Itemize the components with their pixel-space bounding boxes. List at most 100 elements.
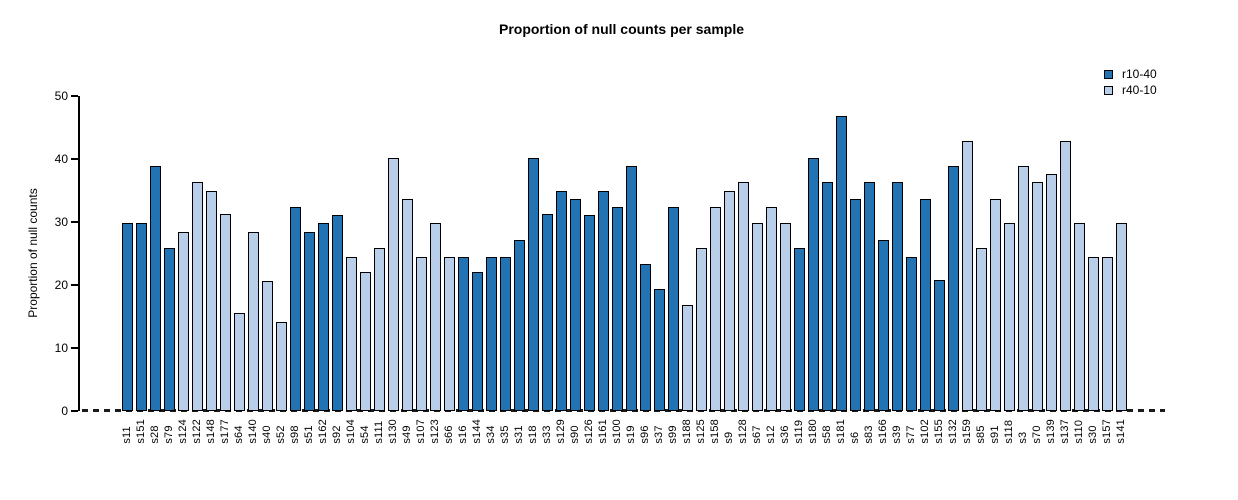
x-label-slot: s66: [442, 419, 456, 443]
bar-slot: [218, 96, 232, 411]
x-tick-label: s16: [456, 425, 469, 444]
bar-slot: [1016, 96, 1030, 411]
legend-row: r40-10: [1104, 82, 1157, 98]
bar: [863, 182, 875, 411]
x-tick-label: s36: [778, 425, 791, 444]
bar: [723, 190, 735, 411]
bar: [177, 232, 189, 411]
x-tick-label: s37: [652, 425, 665, 444]
x-label-slot: s3: [1016, 419, 1030, 444]
bar: [737, 182, 749, 411]
x-tick-label: s188: [680, 419, 693, 444]
bar-slot: [456, 96, 470, 411]
y-tick: [71, 158, 78, 160]
x-label-slot: s166: [876, 419, 890, 444]
bar: [233, 312, 245, 411]
bar-slot: [1114, 96, 1128, 411]
x-tick-label: s67: [750, 425, 763, 444]
x-label-slot: s70: [1030, 419, 1044, 443]
x-label-slot: s180: [806, 419, 820, 444]
x-tick-label: s126: [582, 419, 595, 444]
bar-slot: [498, 96, 512, 411]
bar-slot: [680, 96, 694, 411]
x-label-slot: s16: [456, 419, 470, 444]
bar-slot: [974, 96, 988, 411]
x-label-slot: s188: [680, 419, 694, 444]
x-label-slot: s85: [974, 419, 988, 443]
bar-slot: [624, 96, 638, 411]
bar: [289, 206, 301, 411]
x-tick-label: s180: [806, 419, 819, 444]
y-tick-label: 30: [54, 215, 68, 229]
x-tick-label: s181: [834, 419, 847, 444]
x-tick-label: s18: [526, 425, 539, 444]
x-label-slot: s9: [722, 419, 736, 444]
bar: [1073, 223, 1085, 411]
bar-slot: [1100, 96, 1114, 411]
x-label-slot: s144: [470, 419, 484, 444]
bar-slot: [946, 96, 960, 411]
x-tick-label: s96: [638, 425, 651, 444]
x-label-slot: s12: [764, 419, 778, 443]
bar-slot: [1044, 96, 1058, 411]
bar-slot: [554, 96, 568, 411]
x-label-slot: s28: [148, 419, 162, 443]
x-label-slot: s161: [596, 419, 610, 444]
y-tick: [71, 221, 78, 223]
bar: [345, 256, 357, 411]
bar-slot: [512, 96, 526, 411]
x-label-slot: s37: [652, 419, 666, 444]
bar-slot: [1086, 96, 1100, 411]
bar-slot: [302, 96, 316, 411]
x-label-slot: s98: [288, 419, 302, 443]
x-label-slot: s11: [120, 419, 134, 444]
y-tick-label: 40: [54, 152, 68, 166]
bar-slot: [1030, 96, 1044, 411]
bar-slot: [582, 96, 596, 411]
x-tick-label: s91: [988, 425, 1001, 444]
x-tick-label: s151: [134, 419, 147, 444]
bar-slot: [666, 96, 680, 411]
x-tick-label: s64: [232, 425, 245, 444]
bar-slot: [764, 96, 778, 411]
bar: [135, 223, 147, 411]
x-label-slot: s90: [568, 419, 582, 443]
bar: [317, 223, 329, 411]
x-label-slot: s125: [694, 419, 708, 444]
bar: [611, 206, 623, 411]
x-label-slot: s67: [750, 419, 764, 444]
x-label-slot: s49: [400, 419, 414, 443]
x-tick-label: s129: [554, 419, 567, 444]
x-tick-label: s124: [176, 419, 189, 444]
bar-slot: [652, 96, 666, 411]
bar: [639, 264, 651, 411]
y-axis-label: Proportion of null counts: [26, 188, 40, 318]
bar: [247, 232, 259, 411]
bar: [947, 165, 959, 411]
bar: [695, 247, 707, 411]
bar-slot: [358, 96, 372, 411]
bar-slot: [568, 96, 582, 411]
x-tick-label: s11: [120, 426, 133, 444]
bar-slot: [792, 96, 806, 411]
bar: [359, 272, 371, 411]
bar: [555, 190, 567, 411]
bar: [1017, 165, 1029, 411]
x-tick-label: s123: [428, 419, 441, 444]
x-tick-label: s122: [190, 419, 203, 444]
x-axis-labels: s11 s151 s28 s79 s124 s122 s148 s177 s64 s140 s40 s…: [120, 419, 1128, 444]
bar: [653, 288, 665, 411]
x-label-slot: s122: [190, 419, 204, 444]
bar-slot: [1072, 96, 1086, 411]
x-tick-label: s158: [708, 419, 721, 444]
y-axis-line: [78, 96, 80, 411]
bar: [121, 223, 133, 411]
bar-slot: [722, 96, 736, 411]
bar: [1101, 256, 1113, 411]
bar-slot: [344, 96, 358, 411]
bar: [429, 223, 441, 411]
x-label-slot: s119: [792, 419, 806, 444]
x-label-slot: s19: [624, 419, 638, 443]
bar: [499, 256, 511, 411]
